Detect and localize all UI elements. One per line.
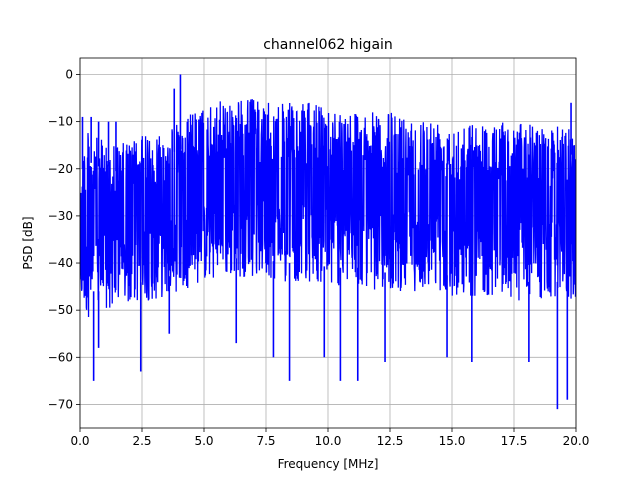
y-tick-label: −40 (48, 256, 73, 270)
y-tick-label: −30 (48, 209, 73, 223)
y-axis-ticks: 0 −10 −20 −30 −40 −50 −60 −70 (48, 67, 80, 411)
x-tick-label: 15.0 (439, 434, 466, 448)
y-tick-label: −20 (48, 162, 73, 176)
y-tick-label: −70 (48, 397, 73, 411)
x-tick-label: 12.5 (377, 434, 404, 448)
y-tick-label: −50 (48, 303, 73, 317)
x-tick-label: 0.0 (70, 434, 89, 448)
y-tick-label: −60 (48, 350, 73, 364)
y-axis-label: PSD [dB] (21, 216, 35, 269)
y-tick-label: −10 (48, 115, 73, 129)
chart-title: channel062 higain (263, 37, 393, 53)
x-tick-label: 17.5 (501, 434, 528, 448)
psd-series-line (80, 99, 576, 318)
x-tick-label: 7.5 (256, 434, 275, 448)
x-tick-label: 20.0 (563, 434, 590, 448)
y-tick-label: 0 (65, 67, 73, 81)
plot-area (80, 74, 576, 410)
x-tick-label: 10.0 (315, 434, 342, 448)
x-axis-ticks: 0.0 2.5 5.0 7.5 10.0 12.5 15.0 17.5 20.0 (70, 428, 589, 448)
x-tick-label: 2.5 (132, 434, 151, 448)
x-axis-label: Frequency [MHz] (278, 457, 379, 471)
x-tick-label: 5.0 (194, 434, 213, 448)
